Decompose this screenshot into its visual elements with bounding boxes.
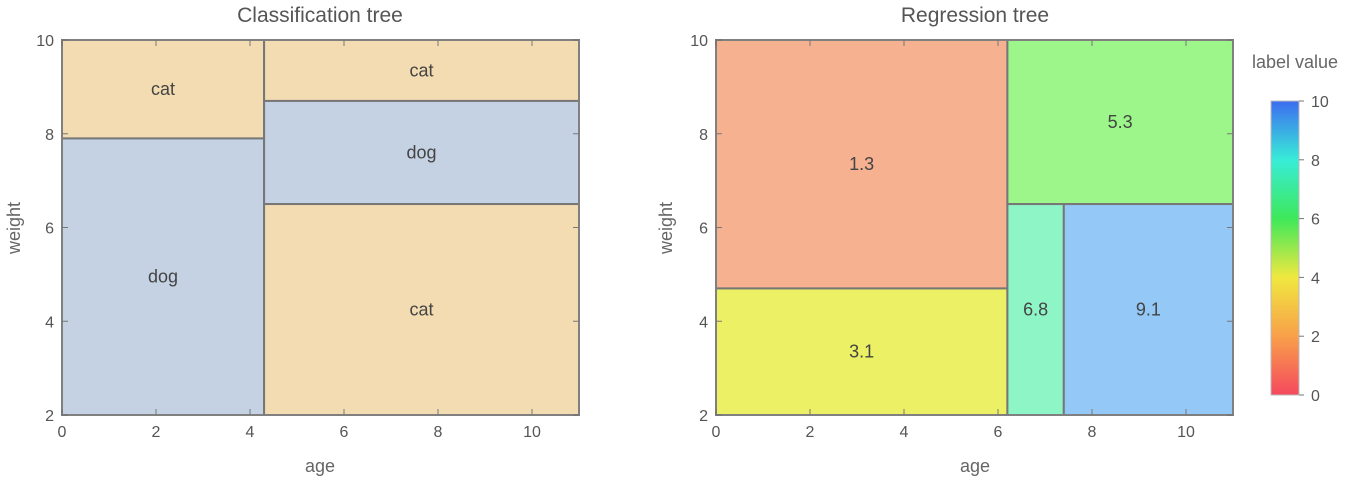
legend-title: label value xyxy=(1252,52,1338,72)
x-tick-label: 10 xyxy=(523,424,541,441)
region-label: 1.3 xyxy=(849,154,874,174)
region-label: cat xyxy=(410,300,434,320)
x-axis-label: age xyxy=(960,456,990,476)
region-label: cat xyxy=(410,60,434,80)
y-tick-label: 6 xyxy=(45,221,54,238)
chart-title: Regression tree xyxy=(901,4,1049,27)
x-tick-label: 2 xyxy=(152,424,161,441)
legend-tick-label: 2 xyxy=(1311,329,1320,346)
legend-tick-label: 0 xyxy=(1311,388,1320,405)
y-tick-label: 6 xyxy=(699,221,708,238)
region xyxy=(263,99,580,206)
regression-tree-panel: Regression tree age weight 1.3 3.1 5.3 6.8 9… xyxy=(656,4,1235,476)
legend-tick-label: 8 xyxy=(1311,153,1320,170)
region xyxy=(61,137,266,416)
x-tick-label: 8 xyxy=(434,424,443,441)
y-tick-label: 10 xyxy=(36,33,54,50)
y-axis-label: weight xyxy=(4,202,24,255)
chart-title: Classification tree xyxy=(237,4,403,27)
legend-tick-label: 10 xyxy=(1311,94,1329,111)
region xyxy=(715,39,1009,290)
region xyxy=(1062,203,1235,416)
legend-tick-label: 4 xyxy=(1311,270,1320,287)
y-tick-label: 2 xyxy=(699,408,708,425)
y-tick-label: 4 xyxy=(699,314,708,331)
x-tick-label: 6 xyxy=(340,424,349,441)
y-axis-label: weight xyxy=(656,202,676,255)
y-tick-label: 4 xyxy=(45,314,54,331)
region-label: 5.3 xyxy=(1108,112,1133,132)
region-label: 6.8 xyxy=(1023,300,1048,320)
y-tick-label: 2 xyxy=(45,408,54,425)
region-label: 9.1 xyxy=(1136,300,1161,320)
region xyxy=(715,287,1009,416)
legend-color-bar xyxy=(1270,100,1300,396)
x-tick-label: 0 xyxy=(712,424,721,441)
region-label: dog xyxy=(148,267,178,287)
region-label: dog xyxy=(407,143,437,163)
region-label: 3.1 xyxy=(849,342,874,362)
x-tick-label: 4 xyxy=(900,424,909,441)
x-tick-label: 6 xyxy=(994,424,1003,441)
x-tick-label: 10 xyxy=(1177,424,1195,441)
classification-tree-panel: Classification tree age weight cat dog cat… xyxy=(4,4,580,476)
region xyxy=(61,39,266,140)
region xyxy=(263,203,580,416)
region xyxy=(1006,39,1235,206)
x-tick-label: 2 xyxy=(806,424,815,441)
region xyxy=(1006,203,1065,416)
legend-tick-label: 6 xyxy=(1311,212,1320,229)
x-axis-label: age xyxy=(305,456,335,476)
y-tick-label: 8 xyxy=(699,127,708,144)
x-tick-label: 8 xyxy=(1088,424,1097,441)
x-tick-label: 4 xyxy=(246,424,255,441)
y-tick-label: 8 xyxy=(45,127,54,144)
x-tick-label: 0 xyxy=(58,424,67,441)
region-label: cat xyxy=(151,79,175,99)
color-legend: label value 0 2 4 6 8 10 xyxy=(1252,52,1338,405)
y-tick-label: 10 xyxy=(690,33,708,50)
